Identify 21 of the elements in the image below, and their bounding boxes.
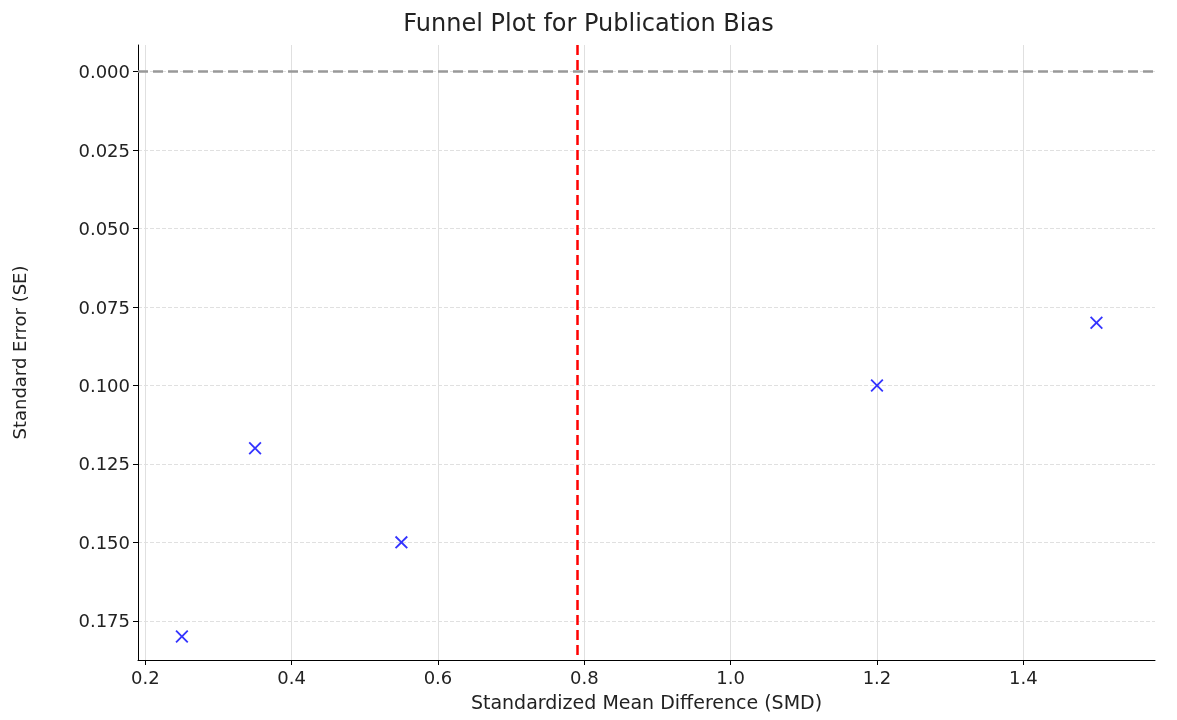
x-tick-label: 1.0 [716,666,745,688]
point [1089,316,1103,330]
x-tick-label: 0.4 [277,666,306,688]
y-tick-label: 0.150 [78,531,130,553]
x-axis-title: Standardized Mean Difference (SMD) [470,690,823,713]
y-tick-label: 0.075 [78,296,130,318]
y-tick-label: 0.000 [78,61,130,83]
y-tick-label: 0.125 [78,453,130,475]
point [248,441,262,455]
y-tick-label: 0.025 [78,139,130,161]
y-axis-title: Standard Error (SE) [8,265,30,440]
x-tick-label: 1.2 [862,666,892,688]
point [394,535,408,549]
x-tick-label: 0.8 [569,666,599,688]
y-tick-label: 0.175 [78,610,130,632]
x-tick-label: 0.6 [423,666,453,688]
chart-title: Funnel Plot for Publication Bias [403,9,774,37]
y-tick-label: 0.100 [78,374,130,396]
y-tick-label: 0.050 [78,218,130,240]
x-tick-label: 0.2 [131,666,160,688]
x-tick-label: 1.4 [1008,666,1038,688]
